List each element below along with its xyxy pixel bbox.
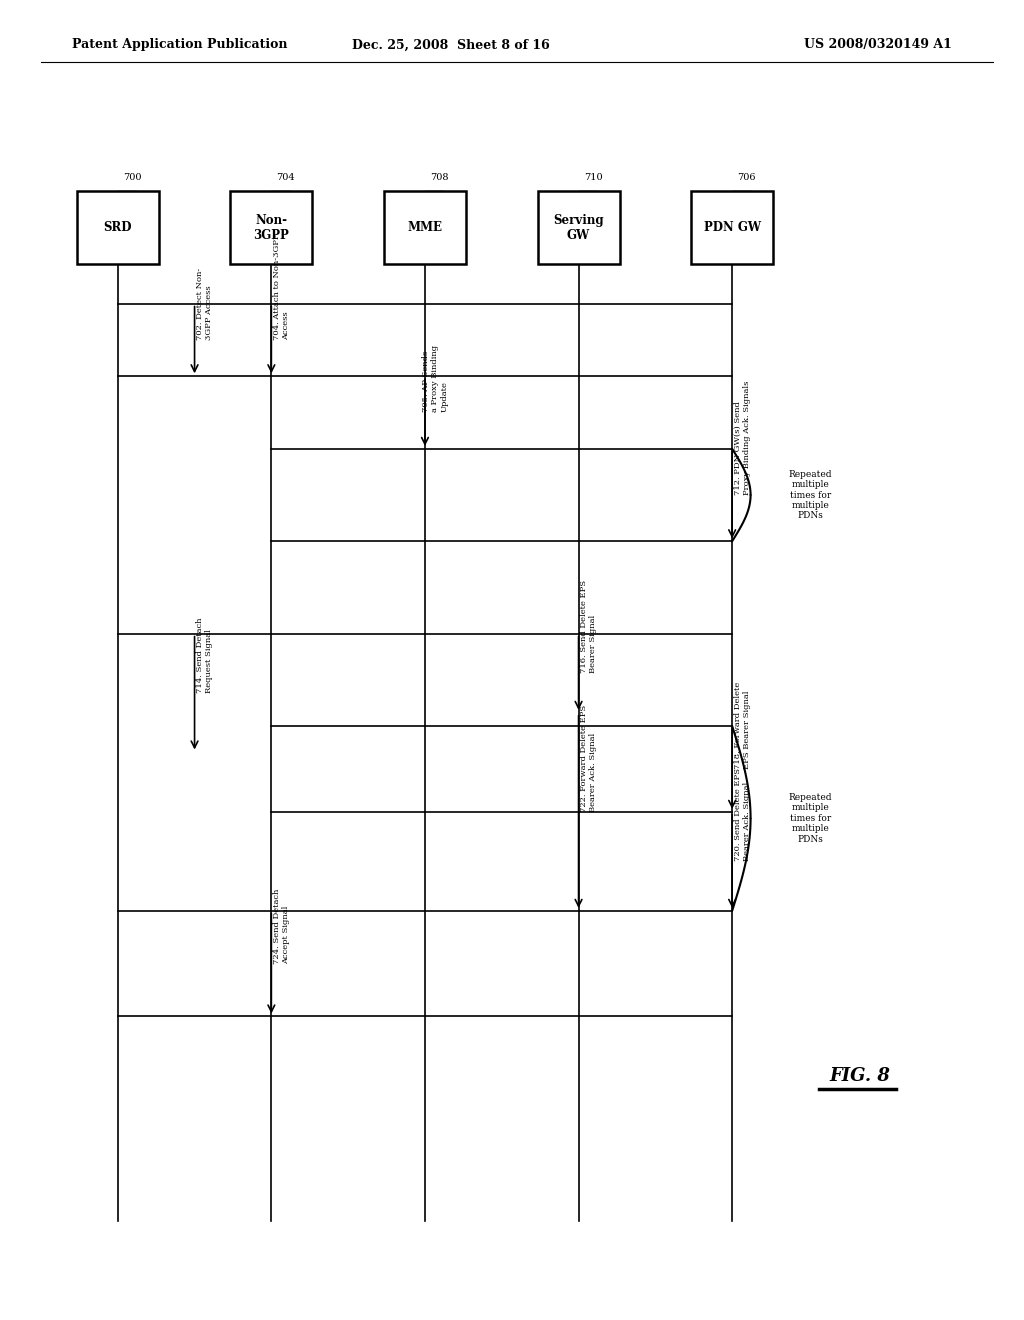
Text: Non-
3GPP: Non- 3GPP xyxy=(254,214,289,242)
Text: 720. Send Delete EPS
Bearer Ack. Signal: 720. Send Delete EPS Bearer Ack. Signal xyxy=(734,768,751,861)
Text: 716. Send Delete EPS
Bearer Signal: 716. Send Delete EPS Bearer Signal xyxy=(581,579,597,673)
Text: 704: 704 xyxy=(276,173,295,182)
Text: 704. Attach to Non-3GPP
Access: 704. Attach to Non-3GPP Access xyxy=(273,234,290,341)
Text: Patent Application Publication: Patent Application Publication xyxy=(72,38,287,51)
Text: 714. Send Detach
Request Signal: 714. Send Detach Request Signal xyxy=(197,618,213,693)
Text: Serving
GW: Serving GW xyxy=(553,214,604,242)
Text: MME: MME xyxy=(408,222,442,234)
Text: 706: 706 xyxy=(737,173,756,182)
Text: SRD: SRD xyxy=(103,222,132,234)
Bar xyxy=(538,191,620,264)
Text: 705. AP Sends
a Proxy Binding
Update: 705. AP Sends a Proxy Binding Update xyxy=(422,346,449,412)
Text: 722. Forward Delete EPS
Bearer Ack. Signal: 722. Forward Delete EPS Bearer Ack. Sign… xyxy=(581,705,597,812)
Text: FIG. 8: FIG. 8 xyxy=(829,1067,891,1085)
Text: 708: 708 xyxy=(430,173,449,182)
Text: 700: 700 xyxy=(123,173,141,182)
Text: Repeated
multiple
times for
multiple
PDNs: Repeated multiple times for multiple PDN… xyxy=(788,793,831,843)
Bar xyxy=(691,191,773,264)
Text: 718. Forward Delete
EPS Bearer Signal: 718. Forward Delete EPS Bearer Signal xyxy=(734,681,751,768)
Text: 710: 710 xyxy=(584,173,602,182)
Text: 702. Detect Non-
3GPP Access: 702. Detect Non- 3GPP Access xyxy=(197,268,213,341)
Bar xyxy=(230,191,312,264)
Bar xyxy=(77,191,159,264)
Text: 724. Send Detach
Accept Signal: 724. Send Detach Accept Signal xyxy=(273,888,290,964)
Text: PDN GW: PDN GW xyxy=(703,222,761,234)
Text: 712. PDN GW(s) Send
Proxy Binding Ack. Signals: 712. PDN GW(s) Send Proxy Binding Ack. S… xyxy=(734,380,751,495)
Text: Dec. 25, 2008  Sheet 8 of 16: Dec. 25, 2008 Sheet 8 of 16 xyxy=(351,38,550,51)
Text: US 2008/0320149 A1: US 2008/0320149 A1 xyxy=(805,38,952,51)
Bar xyxy=(384,191,466,264)
Text: Repeated
multiple
times for
multiple
PDNs: Repeated multiple times for multiple PDN… xyxy=(788,470,831,520)
